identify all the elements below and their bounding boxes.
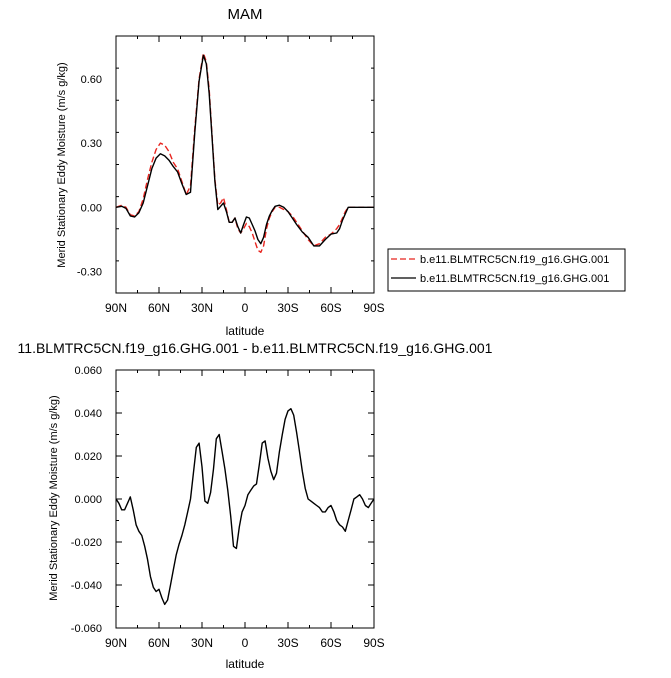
y-tick-label: -0.040	[71, 580, 102, 592]
x-tick-label: 90N	[105, 301, 127, 315]
y-tick-label: -0.30	[77, 267, 102, 279]
y-tick-label: -0.060	[71, 623, 102, 635]
y-tick-label: 0.040	[74, 408, 102, 420]
chart1-legend: b.e11.BLMTRC5CN.f19_g16.GHG.001 b.e11.BL…	[387, 248, 626, 292]
x-tick-label: 30N	[191, 301, 213, 315]
chart2-x-label: latitude	[226, 657, 265, 671]
legend-label-dashed: b.e11.BLMTRC5CN.f19_g16.GHG.001	[420, 254, 609, 266]
series-line-solid	[115, 408, 375, 606]
x-tick-label: 60N	[148, 636, 170, 650]
legend-box	[387, 248, 626, 292]
x-tick-label: 0	[242, 301, 249, 315]
chart1-x-axis: 90N 60N 30N 0 30S 60S 90S	[105, 36, 385, 315]
y-tick-label: 0.00	[81, 202, 102, 214]
chart1-y-label: Merid Stationary Eddy Moisture (m/s g/kg…	[56, 62, 68, 267]
x-tick-label: 90N	[105, 636, 127, 650]
series-line-solid	[115, 54, 374, 247]
chart2-plot-area: 90N 60N 30N 0 30S 60S 90S 0.060 0.040 0.020 0.000…	[71, 365, 385, 650]
y-tick-label: 0.060	[74, 365, 102, 377]
chart2-title: 11.BLMTRC5CN.f19_g16.GHG.001 - b.e11.BLM…	[18, 340, 493, 356]
chart2-y-label: Merid Stationary Eddy Moisture (m/s g/kg…	[48, 395, 60, 600]
chart1-x-label: latitude	[226, 324, 265, 338]
x-tick-label: 60S	[320, 636, 341, 650]
x-tick-label: 0	[242, 636, 249, 650]
chart2-x-axis: 90N 60N 30N 0 30S 60S 90S	[105, 370, 385, 650]
chart1-y-axis: 0.60 0.30 0.00 -0.30	[77, 35, 374, 294]
chart1-plot-area: 90N 60N 30N 0 30S 60S 90S 0.60 0.30 0.00 -0.30	[77, 35, 385, 315]
x-tick-label: 30S	[277, 301, 298, 315]
chart2-series-group	[115, 408, 375, 606]
y-tick-label: 0.30	[81, 138, 102, 150]
x-tick-label: 30N	[191, 636, 213, 650]
x-tick-label: 60S	[320, 301, 341, 315]
x-tick-label: 90S	[363, 636, 384, 650]
y-tick-label: -0.020	[71, 537, 102, 549]
legend-label-solid: b.e11.BLMTRC5CN.f19_g16.GHG.001	[420, 273, 609, 285]
x-tick-label: 90S	[363, 301, 384, 315]
y-tick-label: 0.000	[74, 494, 102, 506]
chart1-title: MAM	[228, 6, 263, 23]
chart1-frame	[115, 35, 375, 294]
chart1-series-group	[115, 52, 374, 254]
x-tick-label: 30S	[277, 636, 298, 650]
chart2-y-axis: 0.060 0.040 0.020 0.000 -0.020 -0.040 -0.060	[71, 365, 374, 635]
y-tick-label: 0.020	[74, 451, 102, 463]
y-tick-label: 0.60	[81, 74, 102, 86]
x-tick-label: 60N	[148, 301, 170, 315]
